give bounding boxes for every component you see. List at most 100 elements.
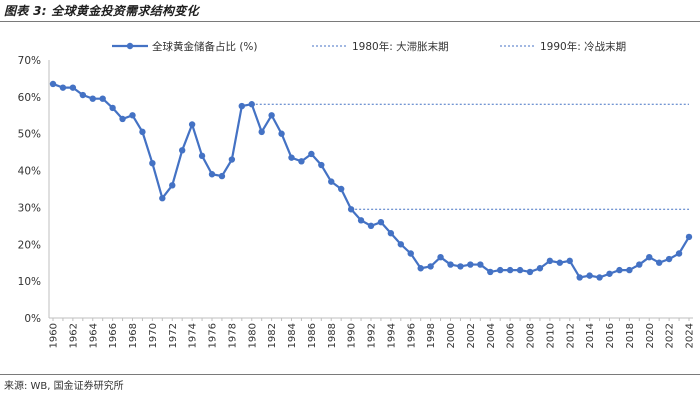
data-point	[675, 250, 683, 257]
data-point	[79, 91, 87, 99]
plot-area	[49, 80, 693, 281]
x-tick-label: 2018	[625, 323, 636, 348]
data-point	[139, 128, 146, 136]
data-point	[248, 101, 255, 108]
data-point	[119, 115, 126, 123]
x-tick-label: 2006	[506, 323, 517, 348]
data-point	[367, 222, 375, 230]
data-point	[477, 261, 484, 268]
x-tick-label: 1974	[188, 323, 199, 348]
data-point	[377, 218, 385, 226]
data-point	[606, 270, 613, 277]
x-tick-label: 1998	[426, 323, 437, 348]
data-point	[308, 150, 315, 158]
data-point	[109, 104, 116, 112]
x-tick-label: 1990	[347, 323, 358, 348]
data-point	[208, 171, 216, 178]
y-axis: 0% 10% 20% 30% 40% 50% 60% 70%	[18, 55, 50, 325]
data-point	[188, 121, 196, 128]
x-tick-label: 2014	[585, 323, 596, 348]
y-tick-label: 30%	[18, 202, 41, 214]
y-tick-label: 70%	[18, 55, 41, 67]
data-point	[337, 185, 345, 193]
x-tick-label: 1996	[406, 323, 417, 348]
data-point	[427, 263, 434, 270]
reference-lines	[251, 103, 689, 210]
data-point	[288, 154, 295, 161]
data-point	[566, 257, 573, 265]
legend: 全球黄金储备占比 (%) 1980年: 大滞胀末期 1990年: 冷战末期	[112, 40, 626, 53]
x-tick-label: 2024	[685, 323, 696, 348]
data-point	[685, 233, 693, 241]
data-point	[328, 178, 335, 185]
x-tick-label: 1980	[247, 323, 258, 348]
data-point	[626, 266, 633, 274]
data-point	[178, 147, 186, 154]
data-point	[59, 84, 67, 91]
series-line-gold-reserve	[52, 82, 690, 279]
legend-marker	[126, 42, 134, 50]
data-point	[218, 172, 226, 180]
data-point	[596, 274, 603, 281]
data-point	[457, 263, 464, 270]
x-tick-label: 1984	[287, 323, 298, 348]
legend-label-1980: 1980年: 大滞胀末期	[352, 40, 449, 53]
data-point	[298, 158, 305, 165]
x-tick-label: 1962	[68, 323, 79, 348]
data-point	[129, 112, 136, 119]
x-tick-label: 1964	[88, 323, 99, 348]
data-point	[258, 128, 265, 136]
data-point	[576, 274, 583, 281]
x-tick-label: 2012	[565, 323, 576, 348]
data-point	[636, 261, 643, 268]
data-point	[357, 217, 365, 224]
data-point	[665, 255, 673, 263]
data-point	[546, 257, 554, 265]
x-tick-label: 2008	[526, 323, 537, 348]
data-point	[169, 182, 176, 189]
x-tick-label: 2016	[605, 323, 616, 348]
data-point	[556, 259, 564, 266]
data-point	[69, 84, 77, 91]
x-tick-label: 1966	[108, 323, 119, 348]
figure-title: 图表 3: 全球黄金投资需求结构变化	[4, 4, 199, 18]
data-point	[536, 265, 544, 272]
y-tick-label: 20%	[18, 239, 41, 251]
data-point	[397, 241, 405, 248]
data-point	[149, 160, 156, 167]
data-point	[655, 259, 663, 266]
x-tick-label: 2002	[466, 323, 477, 348]
data-point	[198, 152, 206, 160]
x-tick-label: 2020	[645, 323, 656, 348]
data-point	[278, 130, 285, 137]
data-point	[586, 272, 593, 279]
data-point	[646, 253, 653, 261]
data-point	[516, 266, 524, 274]
data-point	[526, 268, 534, 276]
x-tick-label: 1972	[168, 323, 179, 348]
x-tick-label: 1988	[327, 323, 338, 348]
x-tick-label: 1978	[227, 323, 238, 348]
y-tick-label: 60%	[18, 92, 41, 104]
data-point	[387, 230, 395, 237]
data-point	[487, 268, 494, 276]
x-tick-label: 2000	[446, 323, 457, 348]
x-tick-label: 1968	[128, 323, 139, 348]
data-point	[496, 266, 504, 274]
x-tick-label: 2022	[665, 323, 676, 348]
x-tick-label: 2004	[486, 323, 497, 348]
title-divider	[0, 21, 700, 22]
x-axis: 1960 1962 1964 1966 1968 1970 1972 1974 1976 1978…	[49, 317, 696, 348]
y-tick-label: 40%	[18, 166, 41, 178]
data-point	[467, 261, 474, 268]
data-point	[407, 250, 414, 257]
data-point	[89, 95, 96, 102]
source-divider	[0, 374, 700, 375]
legend-label-1990: 1990年: 冷战末期	[540, 40, 626, 53]
data-point	[506, 266, 514, 274]
data-point	[268, 112, 275, 119]
data-point	[49, 80, 57, 88]
x-tick-label: 1994	[386, 323, 397, 348]
data-point	[616, 266, 623, 274]
